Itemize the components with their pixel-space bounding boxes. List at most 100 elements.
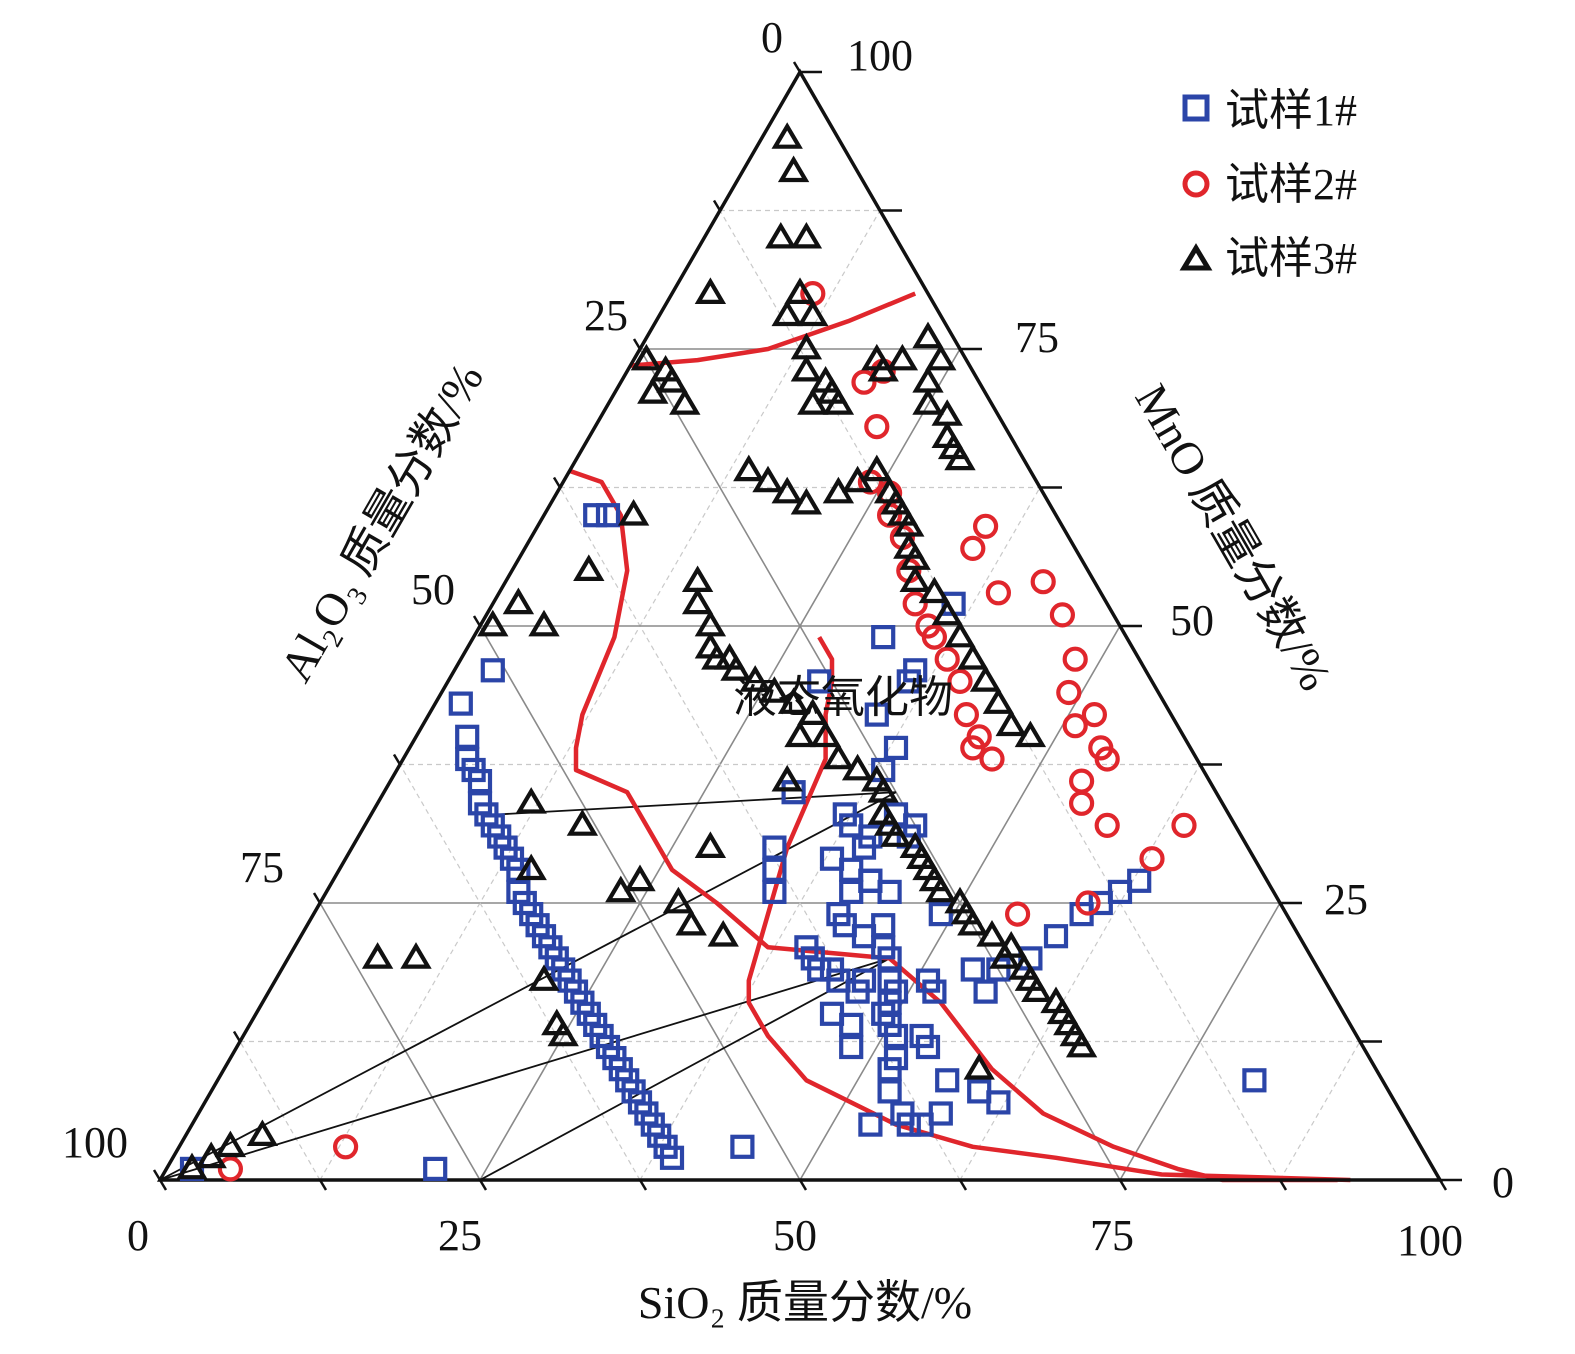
point-square xyxy=(896,1112,921,1137)
grid-line-sio2 xyxy=(319,210,881,1181)
tick-mark-bottom xyxy=(1438,1179,1448,1191)
point-square xyxy=(858,868,883,893)
point-circle xyxy=(333,1134,359,1160)
point-triangle xyxy=(739,665,771,692)
right-tick-75: 75 xyxy=(1015,313,1059,362)
point-triangle xyxy=(656,365,688,393)
point-triangle xyxy=(931,598,963,626)
point-circle xyxy=(1171,812,1197,839)
point-triangle xyxy=(528,964,560,991)
point-square xyxy=(858,868,883,893)
point-triangle xyxy=(400,942,432,969)
left-axis-title: Al₂O₃ 质量分数/% xyxy=(270,355,493,690)
point-triangle xyxy=(784,720,816,748)
grid-line-al2o3 xyxy=(559,487,961,1181)
point-circle xyxy=(1062,713,1088,739)
point-triangle xyxy=(771,764,803,792)
bottom-tick-25: 25 xyxy=(438,1211,482,1260)
series-3 xyxy=(176,122,1098,1180)
tick-mark-left xyxy=(312,892,322,904)
bottom-axis-title: SiO₂ 质量分数/% xyxy=(638,1277,972,1328)
point-square xyxy=(455,724,480,749)
point-square xyxy=(762,835,787,860)
point-square xyxy=(595,503,621,528)
point-triangle xyxy=(752,465,784,493)
point-triangle xyxy=(777,155,810,183)
point-circle xyxy=(1081,701,1108,728)
tick-mark-bottom xyxy=(958,1179,968,1191)
point-triangle xyxy=(925,875,957,903)
point-triangle xyxy=(1021,975,1053,1002)
boundary-main xyxy=(568,468,1338,1183)
point-circle xyxy=(960,535,986,562)
point-triangle xyxy=(771,476,803,504)
point-square xyxy=(851,924,877,949)
point-triangle xyxy=(797,299,829,327)
tie-line xyxy=(499,791,897,816)
tick-mark-left xyxy=(232,1030,242,1043)
boundary-top xyxy=(630,291,917,368)
point-circle xyxy=(934,646,960,672)
point-triangle xyxy=(733,454,765,482)
point-triangle xyxy=(841,753,874,781)
point-square xyxy=(928,1101,953,1126)
bottom-tick-0: 0 xyxy=(127,1211,149,1260)
point-circle xyxy=(985,580,1012,606)
grid-line-al2o3 xyxy=(399,764,641,1181)
point-triangle xyxy=(982,687,1015,714)
point-triangle xyxy=(573,554,605,581)
point-triangle xyxy=(758,676,791,703)
point-triangle xyxy=(515,853,547,881)
boundary-right xyxy=(746,635,1351,1183)
point-square xyxy=(871,913,896,938)
point-triangle xyxy=(880,820,912,847)
bottom-tick-50: 50 xyxy=(773,1211,817,1260)
point-circle xyxy=(972,513,999,539)
point-square xyxy=(839,1012,864,1038)
right-axis-title: MnO 质量分数/% xyxy=(1125,376,1341,699)
point-square xyxy=(845,979,870,1004)
point-triangle xyxy=(566,809,599,836)
point-triangle xyxy=(777,687,810,714)
point-triangle xyxy=(694,609,727,637)
point-triangle xyxy=(720,654,752,681)
right-tick-100: 100 xyxy=(847,31,913,80)
point-triangle xyxy=(963,1052,995,1080)
point-triangle xyxy=(707,919,739,947)
tick-mark-bottom xyxy=(478,1179,488,1191)
point-triangle xyxy=(765,221,797,249)
point-triangle xyxy=(790,487,823,515)
point-circle xyxy=(1094,746,1120,772)
point-triangle xyxy=(912,321,944,349)
point-square xyxy=(858,1112,883,1137)
grid-line-al2o3 xyxy=(239,1041,321,1181)
point-square xyxy=(839,857,864,882)
point-square xyxy=(877,946,902,971)
point-triangle xyxy=(694,277,727,304)
point-triangle xyxy=(624,864,656,892)
left-tick-25: 25 xyxy=(584,291,628,340)
point-triangle xyxy=(694,831,727,858)
tick-mark-left xyxy=(392,753,402,766)
tick-mark-left xyxy=(472,615,482,627)
left-tick-100: 100 xyxy=(62,1118,128,1167)
tick-mark-bottom xyxy=(318,1179,328,1191)
left-tick-50: 50 xyxy=(411,565,455,614)
point-circle xyxy=(864,414,890,440)
point-circle xyxy=(921,624,948,650)
tie-line xyxy=(479,957,891,1181)
grid-line-al2o3 xyxy=(479,625,801,1181)
point-circle xyxy=(1139,846,1165,872)
point-triangle xyxy=(790,221,823,249)
point-square xyxy=(877,1057,902,1082)
point-triangle xyxy=(214,1130,247,1158)
point-circle xyxy=(953,701,980,728)
left-tick-0: 0 xyxy=(761,13,783,62)
point-square xyxy=(762,879,787,905)
point-square xyxy=(1242,1068,1267,1093)
point-triangle xyxy=(528,609,560,637)
grid-line-sio2 xyxy=(959,764,1201,1181)
point-square xyxy=(762,857,787,882)
point-triangle xyxy=(771,299,803,327)
point-triangle xyxy=(822,742,855,770)
